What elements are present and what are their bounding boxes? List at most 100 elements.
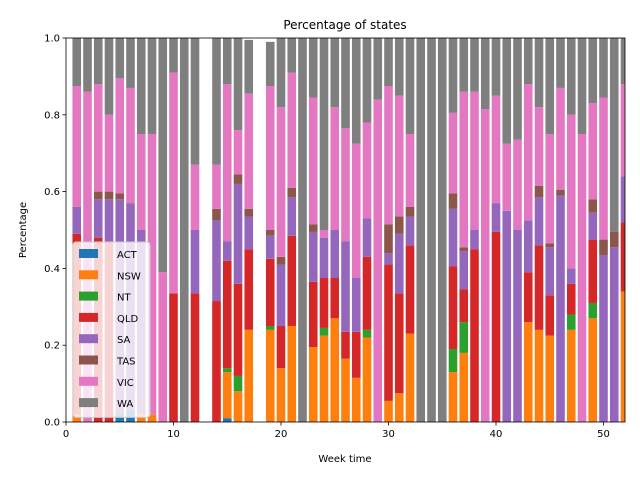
bar-segment-nsw [222,372,232,419]
bar-segment-qld [384,264,393,401]
bar-segment-tas [308,224,318,232]
bar-segment-vic [351,143,361,278]
bar-segment-wa [491,38,501,96]
bar-segment-qld [351,331,361,378]
bar-segment-sa [566,268,576,284]
bar-segment-vic [566,114,576,269]
bar-segment-sa [609,247,619,422]
bar-segment-tas [459,247,469,252]
x-tick-label: 50 [597,429,610,440]
bar-segment-qld [341,331,350,359]
bar-segment-vic [362,122,372,219]
bar-segment-nsw [341,358,350,422]
bar-segment-tas [233,174,243,184]
bar-segment-wa [556,38,565,88]
bar-segment-wa [437,38,447,422]
bar-segment-vic [265,86,275,230]
bar-segment-vic [491,95,501,204]
bar-segment-tas [384,224,393,254]
bar-segment-wa [287,38,297,73]
bar-segment-qld [588,239,598,303]
bar-segment-tas [212,208,221,221]
bar-segment-sa [351,278,361,332]
bar-segment-qld [491,231,501,422]
bar-segment-nsw [233,391,243,422]
bar-segment-vic [158,272,168,422]
bar-segment-tas [244,208,254,217]
bar-segment-tas [394,216,404,234]
bar-segment-nt [362,329,372,338]
bar-segment-sa [502,210,512,422]
bar-segment-wa [620,38,625,85]
bar-segment-wa [330,38,340,108]
bar-segment-wa [169,38,178,73]
bar-segment-nsw [136,414,146,422]
bar-segment-sa [556,195,565,422]
bar-segment-nt [233,375,243,392]
bar-segment-nt [459,322,469,353]
bar-segment-wa [523,38,533,85]
bar-segment-nsw [362,337,372,422]
legend-label-tas: TAS [116,357,136,368]
bar-segment-wa [373,38,383,100]
bar-segment-sa [394,233,404,294]
bar-segment-tas [588,199,598,213]
bar-segment-nsw [72,414,82,422]
bar-segment-wa [83,38,92,92]
bar-segment-nsw [588,318,598,422]
bar-segment-sa [513,230,522,422]
x-axis-label: Week time [318,454,371,465]
bar-segment-wa [609,38,619,232]
bar-segment-vic [577,134,587,422]
y-tick-label: 0.2 [44,341,60,352]
bar-segment-tas [556,189,565,196]
bar-segment-vic [534,107,544,186]
bar-segment-qld [545,295,555,336]
bar-segment-vic [190,164,200,230]
legend-swatch-vic [79,376,98,386]
y-tick-label: 0.0 [44,418,60,429]
bar-segment-nsw [459,352,469,422]
bar-segment-vic [308,97,318,225]
bar-segment-nsw [405,333,415,422]
bar-segment-vic [599,97,608,240]
bar-segment-wa [126,38,135,88]
bar-segment-nsw [319,335,329,422]
bar-segment-wa [470,38,479,92]
bar-segment-sa [405,216,415,246]
x-tick-label: 40 [490,429,503,440]
bar-segment-nsw [394,393,404,422]
bar-segment-wa [179,38,189,422]
bar-segment-wa [341,38,350,129]
bar-segment-nt [588,302,598,319]
bar-segment-wa [480,38,490,110]
bar-segment-sa [470,230,479,250]
y-axis-label: Percentage [18,202,29,258]
bar-segment-qld [222,260,232,369]
bar-segment-wa [448,38,458,113]
bar-segment-tas [115,193,125,200]
bar-segment-sa [362,218,372,257]
bar-segment-sa [459,251,469,290]
bar-segment-nsw [566,329,576,422]
bar-segment-sa [72,206,82,234]
bar-segment-tas [599,239,608,255]
bar-segment-nt [222,368,232,373]
bar-segment-nsw [448,372,458,422]
bar-segment-wa [72,38,82,86]
bar-segment-qld [276,326,286,369]
bar-segment-wa [459,38,469,92]
bar-segment-qld [534,245,544,330]
bar-segment-vic [620,84,625,177]
bar-segment-nsw [384,400,393,422]
bar-segment-vic [233,130,243,175]
bar-segment-wa [405,38,415,134]
plot-area [72,38,625,422]
bar-segment-tas [287,187,297,198]
bar-segment-sa [190,230,200,294]
bars-group [72,38,625,422]
bar-segment-wa [545,38,555,134]
bar-segment-nsw [620,291,625,422]
legend-box [72,241,151,418]
